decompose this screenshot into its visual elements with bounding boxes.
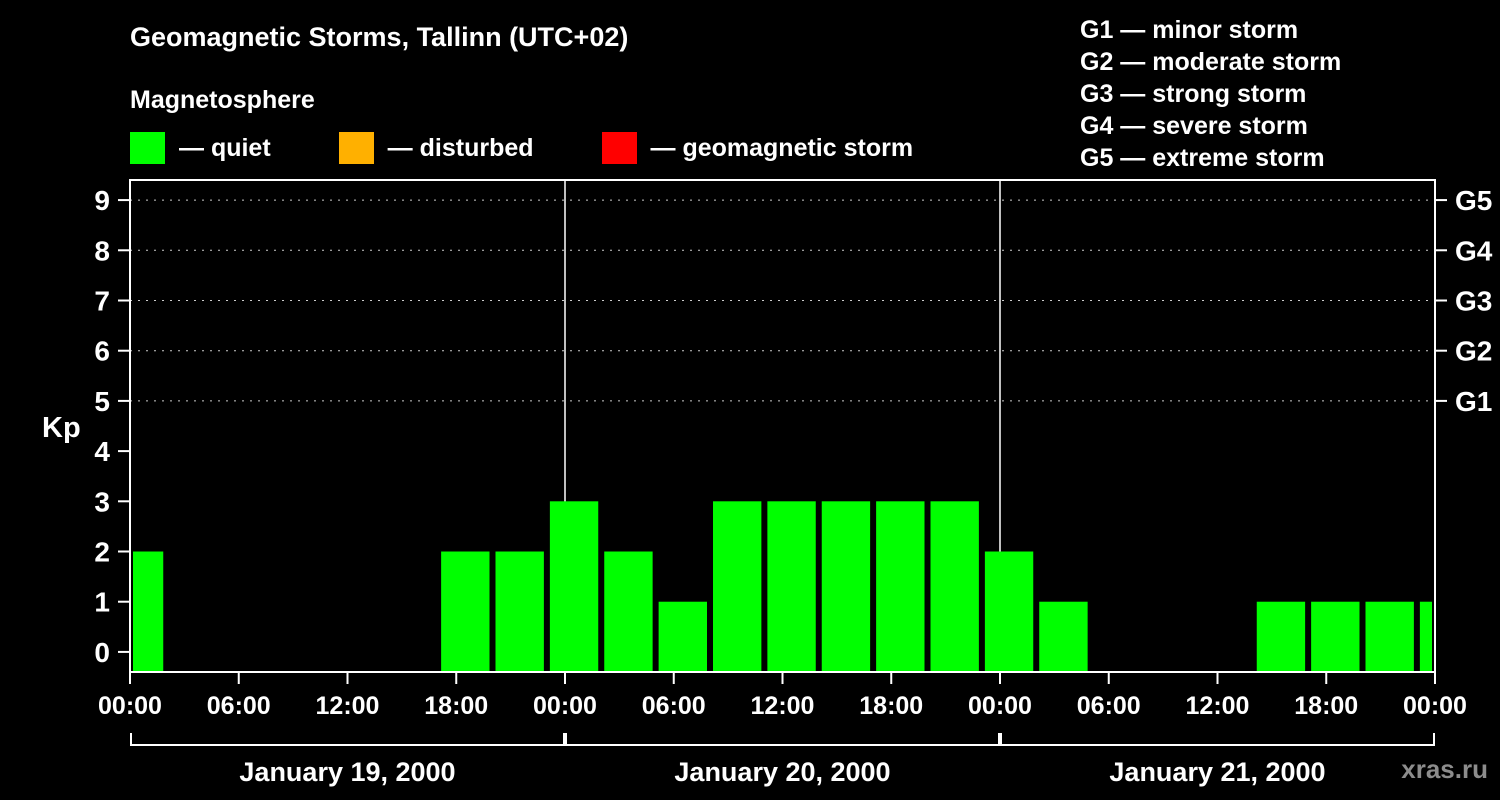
axis-tick-label: 18:00 <box>424 692 488 720</box>
axis-tick-label: 1 <box>94 587 110 618</box>
axis-tick-label: 3 <box>94 486 110 517</box>
axis-tick-label: G1 <box>1455 386 1492 417</box>
y-axis-label: Kp <box>42 412 81 444</box>
kp-bar <box>1365 601 1414 672</box>
kp-bar <box>441 551 490 672</box>
axis-tick-label: 8 <box>94 235 110 266</box>
kp-bar <box>1039 601 1088 672</box>
date-label: January 20, 2000 <box>674 757 890 787</box>
date-bracket <box>1000 733 1435 746</box>
kp-bar <box>549 501 599 672</box>
axis-tick-label: 6 <box>94 336 110 367</box>
storm-scale-legend: G1 — minor storm G2 — moderate storm G3 … <box>1080 14 1341 174</box>
axis-tick-label: G2 <box>1455 336 1492 367</box>
kp-color-legend: — quiet — disturbed — geomagnetic storm <box>130 132 913 164</box>
axis-tick-label: 2 <box>94 537 110 568</box>
storm-scale-item-g3: G3 — strong storm <box>1080 80 1307 108</box>
axis-tick-label: 12:00 <box>316 692 380 720</box>
axis-tick-label: 06:00 <box>1077 692 1141 720</box>
kp-bar <box>984 551 1034 672</box>
axis-tick-label: 9 <box>94 185 110 216</box>
axis-tick-label: G4 <box>1455 235 1493 266</box>
date-bracket <box>130 733 565 746</box>
storm-scale-item-g2: G2 — moderate storm <box>1080 48 1342 76</box>
date-label: January 21, 2000 <box>1109 757 1325 787</box>
axis-tick-label: 06:00 <box>207 692 271 720</box>
kp-bar <box>1311 601 1360 672</box>
storm-label: — geomagnetic storm <box>650 133 914 162</box>
disturbed-color-swatch <box>338 132 374 164</box>
kp-bar <box>1256 601 1306 672</box>
quiet-label: — quiet <box>179 133 271 162</box>
axis-tick-label: 06:00 <box>642 692 706 720</box>
kp-bar <box>767 501 816 672</box>
axis-tick-label: 00:00 <box>98 692 162 720</box>
axis-tick-label: 12:00 <box>1186 692 1250 720</box>
axis-tick-label: 00:00 <box>968 692 1032 720</box>
kp-bar <box>930 501 979 672</box>
kp-bar <box>658 601 707 672</box>
date-label: January 19, 2000 <box>239 757 455 787</box>
page-title: Geomagnetic Storms, Tallinn (UTC+02) <box>130 22 629 52</box>
quiet-color-swatch <box>130 132 165 164</box>
storm-scale-item-g1: G1 — minor storm <box>1080 16 1299 44</box>
axis-tick-label: 00:00 <box>1403 692 1467 720</box>
kp-bar <box>1419 601 1432 672</box>
axis-tick-label: 18:00 <box>859 692 923 720</box>
magnetosphere-label: Magnetosphere <box>130 86 315 114</box>
kp-bar <box>495 551 544 672</box>
legend-item-disturbed: — disturbed <box>338 132 534 164</box>
disturbed-label: — disturbed <box>387 133 534 162</box>
axis-tick-label: G3 <box>1455 285 1492 316</box>
axis-tick-label: 5 <box>94 386 110 417</box>
storm-scale-item-g4: G4 — severe storm <box>1080 112 1308 140</box>
storm-scale-item-g5: G5 — extreme storm <box>1080 144 1325 172</box>
date-bracket <box>565 733 1000 746</box>
kp-bar <box>876 501 925 672</box>
axis-tick-label: 7 <box>94 285 110 316</box>
xras-watermark[interactable]: xras.ru <box>1401 754 1488 784</box>
axis-tick-label: 0 <box>94 637 110 668</box>
axis-tick-label: 18:00 <box>1294 692 1358 720</box>
axis-tick-label: 00:00 <box>533 692 597 720</box>
kp-bar <box>821 501 871 672</box>
kp-bar <box>133 551 164 672</box>
kp-bar <box>713 501 762 672</box>
kp-bar <box>604 551 653 672</box>
legend-item-quiet: — quiet <box>130 132 271 164</box>
axis-tick-label: 4 <box>94 436 110 467</box>
legend-item-storm: — geomagnetic storm <box>601 132 914 164</box>
storm-color-swatch <box>601 132 637 164</box>
axis-tick-label: 12:00 <box>751 692 815 720</box>
axis-tick-label: G5 <box>1455 185 1492 216</box>
